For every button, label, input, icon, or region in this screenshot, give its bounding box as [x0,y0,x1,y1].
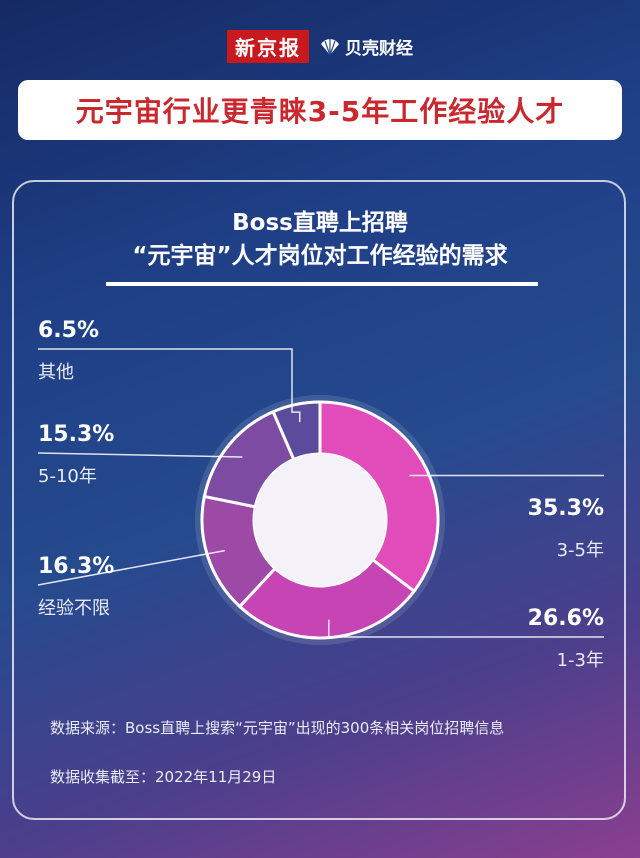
xinjingbao-logo: 新京报 [227,30,309,63]
slice-label-4: 其他 [38,362,74,383]
leader-line-4 [38,348,301,423]
slice-value-4: 6.5% [38,318,99,343]
chart-subtitle: “元宇宙”人才岗位对工作经验的需求 [132,243,508,269]
leader-line-3 [37,452,243,458]
chart-panel [12,180,626,820]
slice-label-1: 1-3年 [557,650,604,671]
shell-icon [321,38,339,55]
beike-label: 贝壳财经 [345,39,413,59]
headline: 元宇宙行业更青睐3-5年工作经验人才 [75,95,565,128]
data-date-note: 数据收集截至：2022年11月29日 [50,768,277,786]
data-source-note: 数据来源：Boss直聘上搜索“元宇宙”出现的300条相关岗位招聘信息 [50,719,505,737]
beike-logo: 贝壳财经 [319,34,413,59]
title-divider [106,282,538,286]
brand-header: 新京报 贝壳财经 [0,30,640,63]
headline-banner: 元宇宙行业更青睐3-5年工作经验人才 [18,80,622,140]
slice-label-2: 经验不限 [38,598,110,619]
leader-line-2 [37,549,225,586]
slice-label-3: 5-10年 [38,466,97,487]
slice-value-2: 16.3% [38,554,114,579]
leader-line-1 [328,619,604,638]
chart-title: Boss直聘上招聘 [232,210,408,236]
slice-value-3: 15.3% [38,422,114,447]
slice-value-1: 26.6% [528,606,604,631]
donut-hole [254,454,386,586]
slice-label-0: 3-5年 [557,540,604,561]
slice-value-0: 35.3% [528,496,604,521]
